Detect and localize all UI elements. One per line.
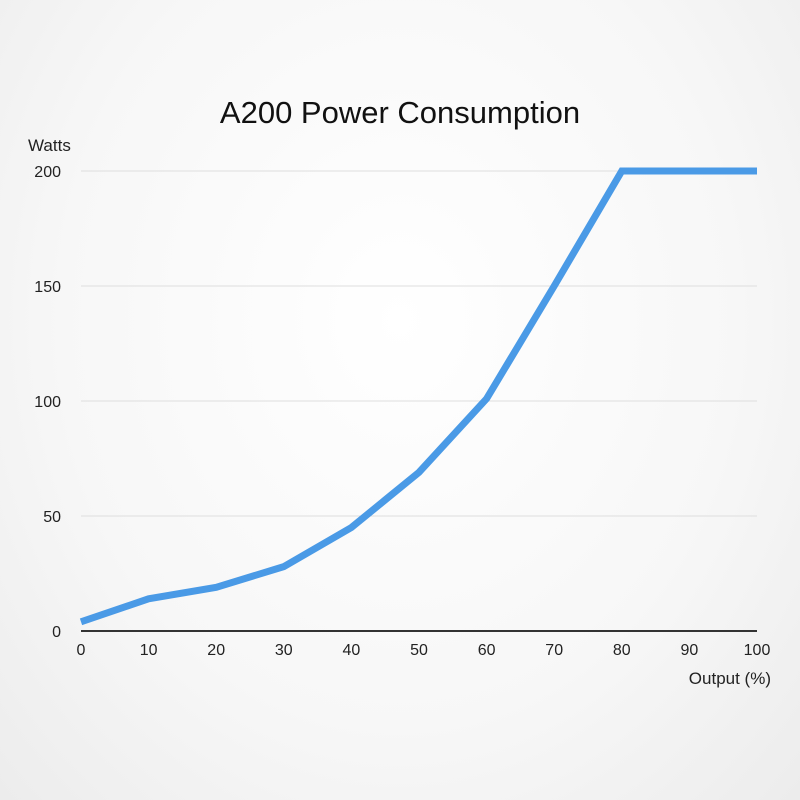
y-tick-label: 150 [34,279,61,296]
y-tick-label: 0 [52,624,61,641]
x-tick-label: 50 [410,642,428,659]
x-tick-label: 80 [613,642,631,659]
x-tick-label: 100 [744,642,771,659]
x-axis-ticks: 0 10 20 30 40 50 60 70 80 90 100 [77,642,771,659]
power-series-line [79,167,757,626]
chart-title: A200 Power Consumption [220,95,580,130]
x-tick-label: 30 [275,642,293,659]
x-tick-label: 60 [478,642,496,659]
y-tick-label: 100 [34,394,61,411]
y-tick-label: 50 [43,509,61,526]
x-tick-label: 70 [545,642,563,659]
x-tick-label: 90 [681,642,699,659]
x-tick-label: 20 [207,642,225,659]
x-tick-label: 40 [343,642,361,659]
x-tick-label: 10 [140,642,158,659]
gridlines [81,170,757,517]
x-tick-label: 0 [77,642,86,659]
y-axis-ticks: 0 50 100 150 200 [34,164,61,641]
y-tick-label: 200 [34,164,61,181]
x-axis-label: Output (%) [689,669,771,688]
y-axis-label: Watts [28,136,71,155]
